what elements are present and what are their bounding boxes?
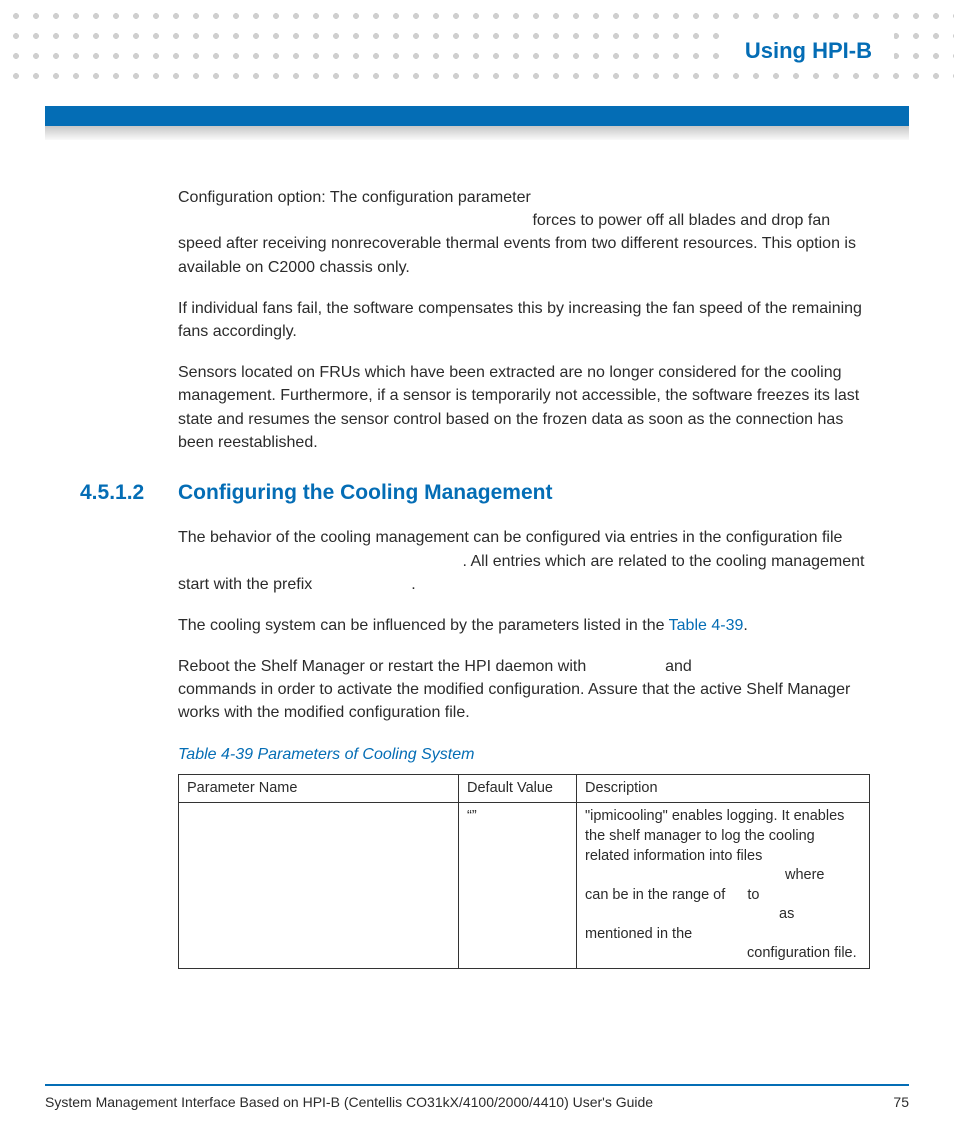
table-header-cell: Parameter Name	[179, 774, 459, 803]
table-header-cell: Description	[577, 774, 870, 803]
paragraph-config-file: The behavior of the cooling management c…	[178, 526, 878, 596]
chapter-title-wrap: Using HPI-B	[723, 30, 894, 72]
text-fragment: Configuration option: The configuration …	[178, 189, 531, 206]
footer-doc-title: System Management Interface Based on HPI…	[45, 1094, 653, 1110]
table-cell-default: “”	[459, 803, 577, 969]
table-row: “” "ipmicooling" enables logging. It ena…	[179, 803, 870, 969]
page-content: Configuration option: The configuration …	[178, 186, 878, 969]
paragraph-sensors: Sensors located on FRUs which have been …	[178, 361, 878, 454]
text-fragment: can be in the range of	[585, 887, 725, 903]
text-fragment: The cooling system can be influenced by …	[178, 617, 669, 634]
chapter-title: Using HPI-B	[745, 38, 872, 64]
section-heading: 4.5.1.2 Configuring the Cooling Manageme…	[80, 478, 878, 508]
text-fragment: and	[665, 658, 692, 675]
section-title: Configuring the Cooling Management	[178, 478, 552, 508]
table-crossref-link[interactable]: Table 4-39	[669, 617, 744, 634]
text-fragment: configuration file.	[747, 945, 857, 961]
text-fragment: forces to power off all blades and drop …	[178, 212, 856, 275]
table-header-cell: Default Value	[459, 774, 577, 803]
text-fragment: as mentioned in the	[585, 906, 794, 942]
text-fragment: . All entries which are related to the c…	[178, 553, 864, 593]
paragraph-fan-fail: If individual fans fail, the software co…	[178, 297, 878, 343]
table-cell-param	[179, 803, 459, 969]
table-caption: Table 4-39 Parameters of Cooling System	[178, 743, 878, 766]
paragraph-parameters: The cooling system can be influenced by …	[178, 614, 878, 637]
paragraph-config-option: Configuration option: The configuration …	[178, 186, 878, 279]
section-number: 4.5.1.2	[80, 478, 178, 508]
header-shadow-bar	[45, 126, 909, 140]
text-fragment: "ipmicooling" enables logging. It enable…	[585, 808, 844, 863]
text-fragment: .	[743, 617, 747, 634]
parameters-table: Parameter Name Default Value Description…	[178, 774, 870, 969]
header-accent-bar	[45, 106, 909, 126]
paragraph-reboot: Reboot the Shelf Manager or restart the …	[178, 655, 878, 725]
text-fragment: where	[785, 867, 825, 883]
text-fragment: The behavior of the cooling management c…	[178, 529, 842, 546]
text-fragment: Reboot the Shelf Manager or restart the …	[178, 658, 586, 675]
text-fragment: to	[747, 887, 759, 903]
text-fragment: commands in order to activate the modifi…	[178, 681, 850, 721]
page-footer: System Management Interface Based on HPI…	[45, 1094, 909, 1110]
footer-page-number: 75	[893, 1094, 909, 1110]
table-cell-desc: "ipmicooling" enables logging. It enable…	[577, 803, 870, 969]
footer-rule	[45, 1084, 909, 1086]
text-fragment: .	[411, 576, 415, 593]
table-header-row: Parameter Name Default Value Description	[179, 774, 870, 803]
